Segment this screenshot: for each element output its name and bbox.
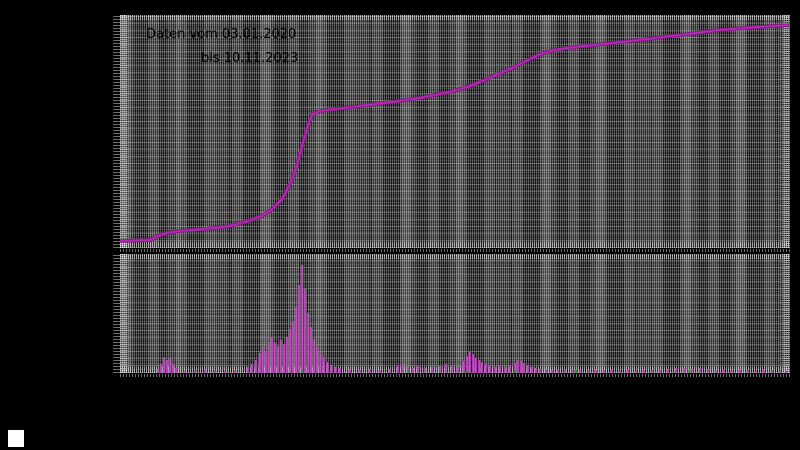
top-panel-right-minor-ticks bbox=[783, 15, 790, 248]
chart-title-line2: bis 10.11.2023 bbox=[201, 51, 299, 66]
daily-bars-svg bbox=[156, 264, 788, 373]
bottom-panel-right-minor-ticks bbox=[783, 254, 790, 373]
bottom-panel-bottom-minor-ticks bbox=[120, 367, 790, 373]
bottom-panel-x-axis-ticks bbox=[120, 374, 790, 377]
top-panel-y-axis-ticks bbox=[113, 15, 120, 248]
cumulative-chart-panel: Daten vom 03.01.2020 bis 10.11.2023 bbox=[120, 15, 790, 248]
bottom-panel-left-minor-ticks bbox=[120, 254, 127, 373]
top-panel-x-axis-ticks bbox=[120, 249, 790, 252]
daily-bars-panel bbox=[120, 254, 790, 373]
bottom-panel-y-axis-ticks bbox=[113, 254, 120, 373]
top-panel-top-minor-ticks bbox=[120, 15, 790, 20]
chart-title-line1: Daten vom 03.01.2020 bbox=[146, 27, 297, 42]
top-panel-left-minor-ticks bbox=[120, 15, 127, 248]
top-panel-bottom-minor-ticks bbox=[120, 242, 790, 248]
legend-swatch bbox=[8, 430, 24, 447]
cumulative-line-svg bbox=[120, 23, 790, 243]
bottom-panel-top-minor-ticks bbox=[120, 254, 790, 259]
